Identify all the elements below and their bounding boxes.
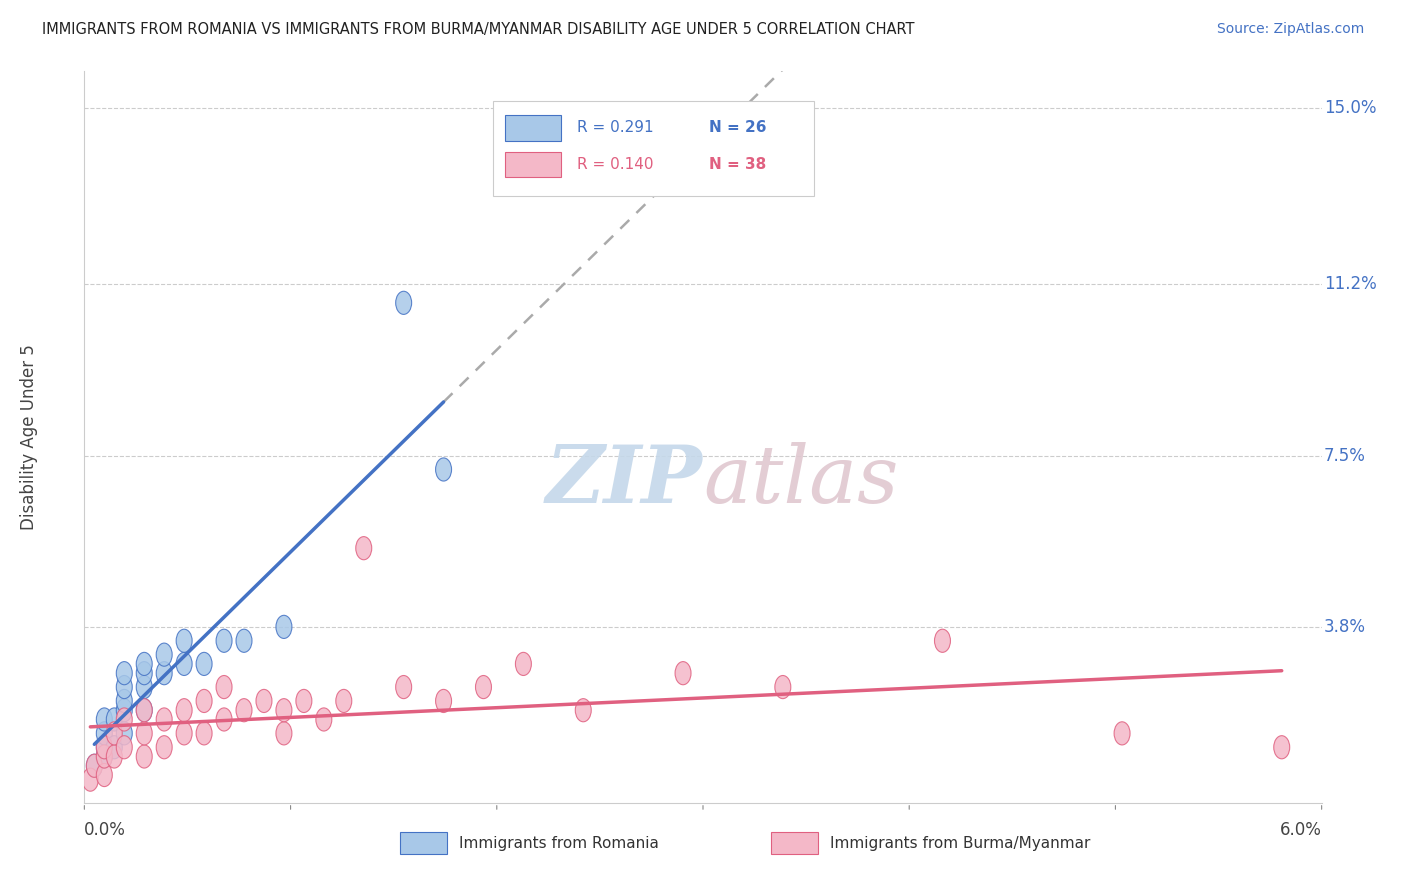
Text: N = 38: N = 38 [709, 158, 766, 172]
Ellipse shape [117, 690, 132, 713]
Ellipse shape [136, 698, 152, 722]
Text: ZIP: ZIP [546, 442, 703, 520]
Ellipse shape [236, 629, 252, 652]
Ellipse shape [1114, 722, 1130, 745]
Text: 6.0%: 6.0% [1279, 821, 1322, 839]
Ellipse shape [156, 736, 172, 759]
Text: Disability Age Under 5: Disability Age Under 5 [20, 344, 38, 530]
Text: R = 0.291: R = 0.291 [576, 120, 654, 136]
Ellipse shape [356, 537, 371, 560]
Ellipse shape [117, 736, 132, 759]
FancyBboxPatch shape [399, 832, 447, 854]
Ellipse shape [436, 458, 451, 481]
Ellipse shape [516, 652, 531, 675]
Ellipse shape [436, 690, 451, 713]
Text: atlas: atlas [703, 442, 898, 520]
Text: 3.8%: 3.8% [1324, 618, 1367, 636]
Ellipse shape [316, 708, 332, 731]
Text: 0.0%: 0.0% [84, 821, 127, 839]
Ellipse shape [156, 662, 172, 685]
FancyBboxPatch shape [770, 832, 818, 854]
Ellipse shape [217, 629, 232, 652]
Ellipse shape [195, 652, 212, 675]
FancyBboxPatch shape [492, 101, 814, 195]
FancyBboxPatch shape [505, 115, 561, 141]
Ellipse shape [136, 745, 152, 768]
Ellipse shape [83, 768, 98, 791]
Ellipse shape [97, 745, 112, 768]
Ellipse shape [97, 736, 112, 759]
Text: IMMIGRANTS FROM ROMANIA VS IMMIGRANTS FROM BURMA/MYANMAR DISABILITY AGE UNDER 5 : IMMIGRANTS FROM ROMANIA VS IMMIGRANTS FR… [42, 22, 915, 37]
Text: Immigrants from Burma/Myanmar: Immigrants from Burma/Myanmar [831, 836, 1091, 851]
Text: N = 26: N = 26 [709, 120, 766, 136]
Ellipse shape [276, 615, 292, 639]
Ellipse shape [217, 675, 232, 698]
Text: 7.5%: 7.5% [1324, 447, 1367, 465]
Ellipse shape [256, 690, 271, 713]
Text: 11.2%: 11.2% [1324, 276, 1376, 293]
Ellipse shape [1274, 736, 1289, 759]
Ellipse shape [236, 698, 252, 722]
Ellipse shape [107, 708, 122, 731]
Ellipse shape [935, 629, 950, 652]
Ellipse shape [136, 722, 152, 745]
Ellipse shape [195, 690, 212, 713]
Ellipse shape [97, 745, 112, 768]
Ellipse shape [336, 690, 352, 713]
Ellipse shape [107, 745, 122, 768]
Ellipse shape [117, 675, 132, 698]
Ellipse shape [136, 675, 152, 698]
Text: R = 0.140: R = 0.140 [576, 158, 654, 172]
Ellipse shape [195, 722, 212, 745]
Text: Immigrants from Romania: Immigrants from Romania [460, 836, 659, 851]
Ellipse shape [117, 708, 132, 731]
Text: 15.0%: 15.0% [1324, 99, 1376, 118]
Ellipse shape [136, 698, 152, 722]
Ellipse shape [575, 698, 592, 722]
Ellipse shape [276, 698, 292, 722]
Ellipse shape [97, 708, 112, 731]
Ellipse shape [86, 755, 103, 777]
Ellipse shape [97, 764, 112, 787]
Ellipse shape [107, 736, 122, 759]
Ellipse shape [117, 662, 132, 685]
Text: Source: ZipAtlas.com: Source: ZipAtlas.com [1216, 22, 1364, 37]
Ellipse shape [475, 675, 492, 698]
Ellipse shape [395, 675, 412, 698]
Ellipse shape [156, 708, 172, 731]
Ellipse shape [107, 722, 122, 745]
Ellipse shape [176, 652, 193, 675]
Ellipse shape [276, 722, 292, 745]
Ellipse shape [217, 708, 232, 731]
Ellipse shape [295, 690, 312, 713]
Ellipse shape [136, 652, 152, 675]
Ellipse shape [117, 698, 132, 722]
Ellipse shape [775, 675, 790, 698]
Ellipse shape [675, 662, 690, 685]
Ellipse shape [156, 643, 172, 666]
Ellipse shape [176, 629, 193, 652]
Ellipse shape [97, 722, 112, 745]
Ellipse shape [176, 698, 193, 722]
Ellipse shape [97, 736, 112, 759]
Ellipse shape [176, 722, 193, 745]
Ellipse shape [117, 722, 132, 745]
Ellipse shape [395, 292, 412, 314]
Ellipse shape [136, 662, 152, 685]
Ellipse shape [86, 755, 103, 777]
FancyBboxPatch shape [505, 152, 561, 178]
